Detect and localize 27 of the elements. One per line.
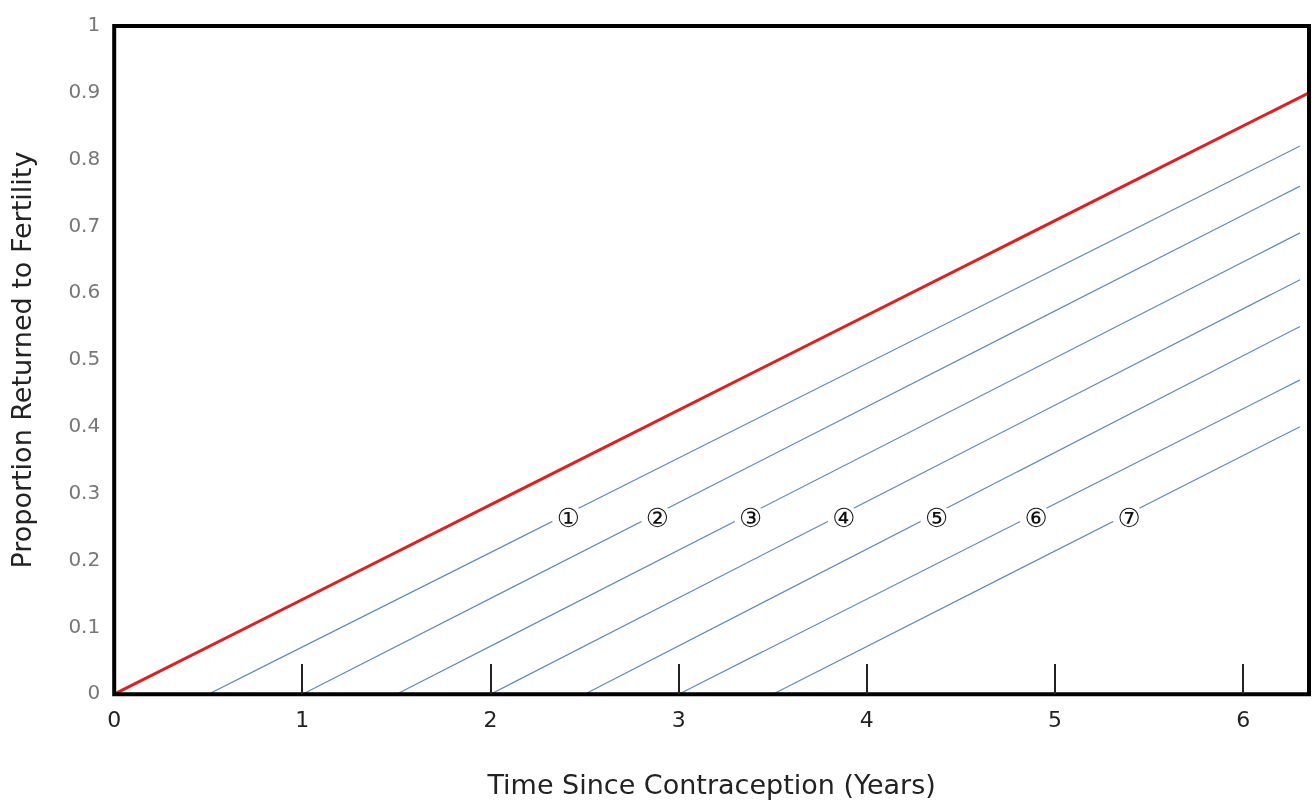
x-tick-label: 6 — [1236, 707, 1251, 733]
y-tick-label: 0.7 — [68, 212, 101, 237]
y-tick-label: 0.2 — [68, 546, 101, 571]
x-tick-label: 1 — [295, 707, 310, 733]
y-tick-label: 0.6 — [68, 279, 101, 304]
y-tick-label: 0.9 — [68, 79, 101, 104]
annotation: ⑥ — [1024, 503, 1048, 534]
y-tick-label: 0.4 — [68, 413, 101, 438]
y-tick-label: 0.1 — [68, 613, 101, 638]
annotation: ④ — [832, 503, 856, 534]
y-axis-title: Proportion Returned to Fertility — [6, 151, 38, 569]
y-tick-label: 0 — [87, 680, 101, 705]
x-tick-label: 3 — [671, 707, 686, 733]
y-tick-label: 0.5 — [68, 346, 101, 371]
annotation: ⑦ — [1117, 503, 1141, 534]
x-tick-label: 0 — [107, 707, 122, 733]
x-tick-label: 2 — [483, 707, 498, 733]
x-tick-label: 4 — [859, 707, 874, 733]
x-tick-label: 5 — [1047, 707, 1062, 733]
annotation: ① — [556, 503, 580, 534]
x-axis-title: Time Since Contraception (Years) — [486, 768, 936, 800]
annotation: ③ — [739, 503, 763, 534]
y-tick-label: 0.3 — [68, 479, 101, 504]
y-tick-label: 1 — [87, 12, 101, 37]
annotation: ⑤ — [924, 503, 949, 534]
annotation: ② — [645, 503, 670, 534]
y-tick-label: 0.8 — [68, 145, 101, 170]
